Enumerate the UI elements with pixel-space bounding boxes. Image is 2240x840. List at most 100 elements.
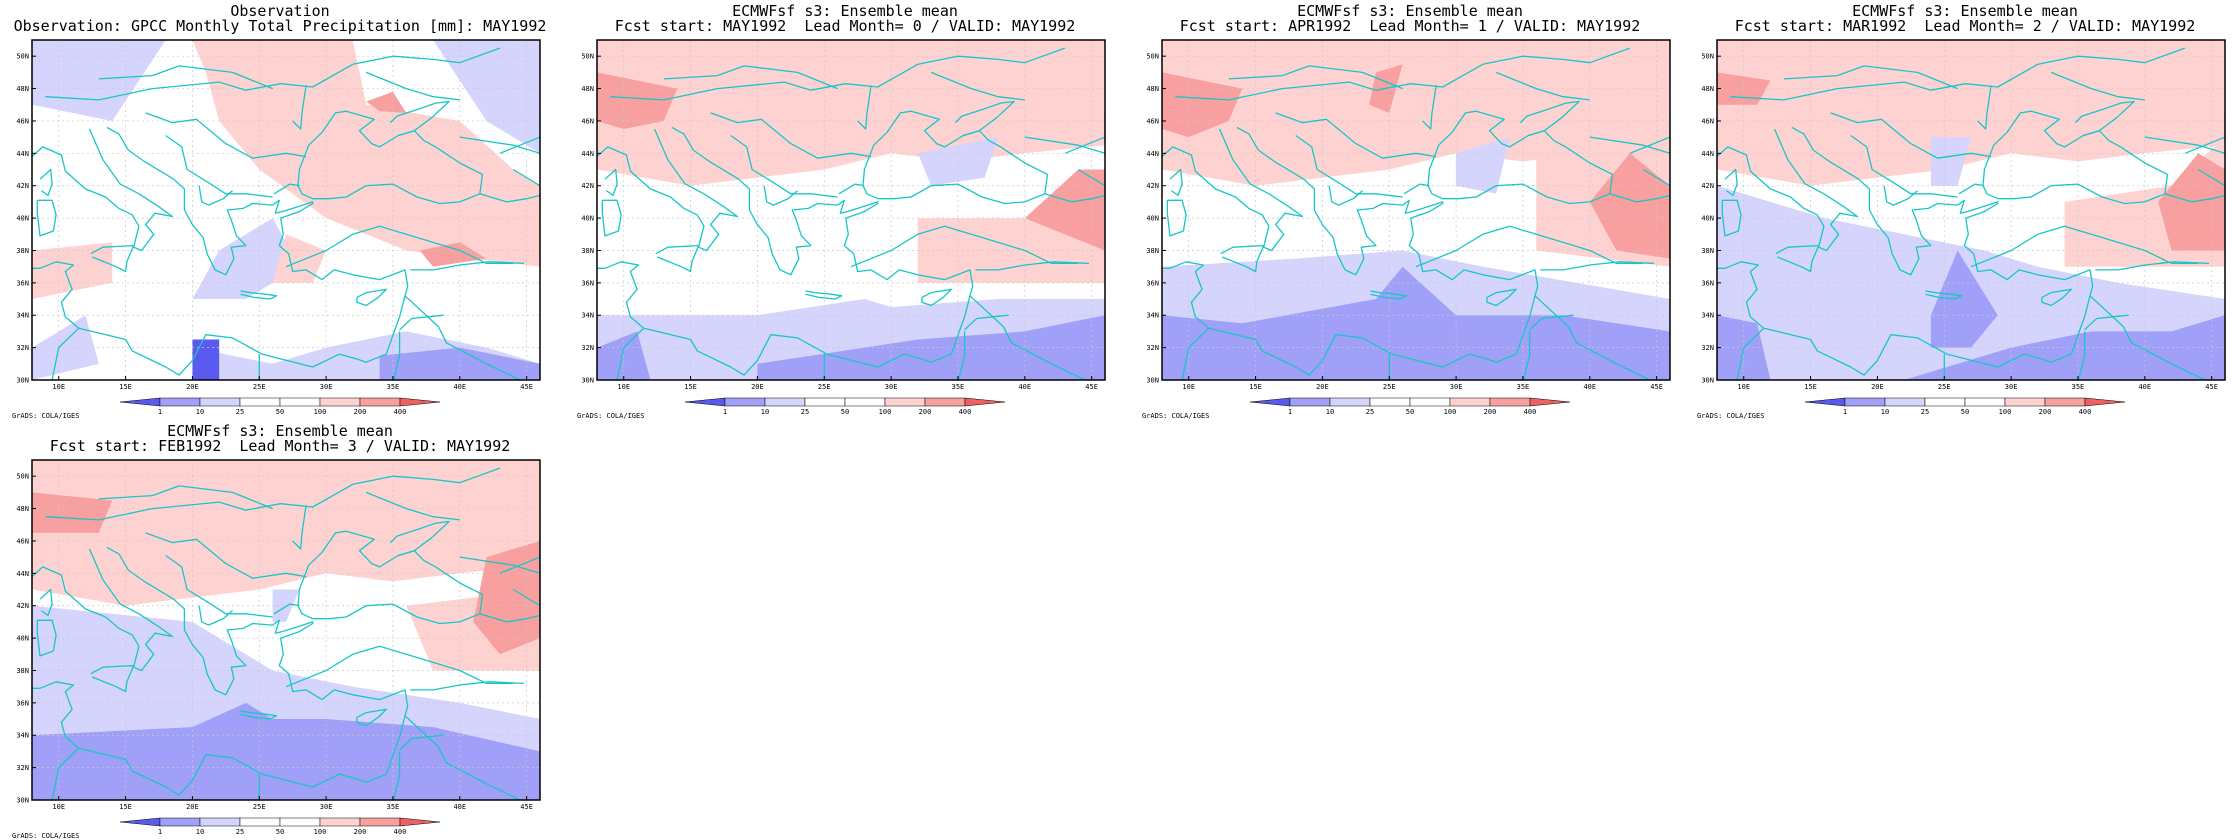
coastline — [240, 710, 278, 720]
colorbar-label: 10 — [196, 828, 204, 836]
country-border — [198, 185, 233, 206]
coastline — [1519, 100, 1580, 137]
panel-title-line2: Fcst start: APR1992 Lead Month= 1 / VALI… — [1179, 17, 1641, 35]
shaded-region — [32, 242, 113, 299]
coastline — [32, 546, 409, 796]
lat-tick-label: 36N — [581, 279, 594, 287]
coastline — [36, 619, 57, 657]
colorbar-arrow-right — [2084, 397, 2126, 407]
lat-tick-label: 34N — [1146, 312, 1159, 320]
colorbar-label: 200 — [919, 408, 932, 416]
gridlines — [1162, 40, 1670, 380]
country-border — [399, 734, 444, 751]
lat-tick-label: 46N — [16, 537, 29, 545]
coastline — [1370, 290, 1408, 300]
colorbar: 1 10 25 50 100 200 400 — [684, 397, 1006, 416]
colorbar-label: 25 — [1921, 408, 1929, 416]
panel-title-line1: ECMWFsf s3: Ensemble mean — [167, 422, 393, 440]
country-border — [2095, 261, 2210, 271]
country-border — [459, 556, 540, 574]
country-border — [1736, 327, 1765, 380]
country-border — [957, 331, 966, 380]
colorbar-label: 1 — [1843, 408, 1847, 416]
map-panel-lead0: ECMWFsf s3: Ensemble mean Fcst start: MA… — [575, 0, 1115, 420]
colorbar-segment — [1409, 397, 1451, 407]
lat-tick-label: 36N — [16, 279, 29, 287]
colorbar-segment — [1884, 397, 1926, 407]
map-panel-lead2: ECMWFsf s3: Ensemble mean Fcst start: MA… — [1695, 0, 2235, 420]
precipitation-map: 30N 32N 34N 36N 38N 40N 42N 44N 46N 48N 50N 10E 15E 2… — [581, 39, 1106, 416]
lon-tick-label: 30E — [2005, 383, 2018, 391]
colorbar-segment — [359, 397, 401, 407]
coastline — [389, 520, 450, 557]
precipitation-map: 30N 32N 34N 36N 38N 40N 42N 44N 46N 48N 50N 10E 15E 2… — [1146, 39, 1671, 416]
colorbar-label: 400 — [2079, 408, 2092, 416]
lon-tick-label: 10E — [1737, 383, 1750, 391]
coastline — [601, 199, 622, 237]
colorbar-arrow-left — [1804, 397, 1846, 407]
country-border — [616, 327, 645, 380]
country-border — [98, 65, 273, 90]
panel-title-line1: ECMWFsf s3: Ensemble mean — [1297, 2, 1523, 20]
country-border — [479, 613, 540, 623]
country-border — [165, 554, 273, 618]
country-border — [1883, 185, 1918, 206]
map-panel-observation: Observation Observation: GPCC Monthly To… — [10, 0, 550, 420]
country-border — [1077, 168, 1105, 187]
coastline — [1162, 126, 1539, 376]
lat-tick-label: 40N — [581, 215, 594, 223]
country-border — [1422, 85, 1437, 130]
country-border — [1064, 112, 1105, 154]
precipitation-map: 30N 32N 34N 36N 38N 40N 42N 44N 46N 48N 50N 10E 15E 2… — [16, 459, 541, 836]
country-border — [975, 261, 1090, 271]
lat-tick-label: 44N — [581, 150, 594, 158]
lat-tick-label: 46N — [1146, 117, 1159, 125]
lon-tick-label: 15E — [119, 803, 132, 811]
lon-tick-label: 35E — [387, 803, 400, 811]
colorbar-label: 10 — [1326, 408, 1334, 416]
shaded-region — [1717, 40, 2225, 186]
lat-tick-label: 48N — [16, 505, 29, 513]
colorbar-segment — [199, 817, 241, 827]
colorbar-segment — [1844, 397, 1886, 407]
shaded-region — [757, 315, 1105, 380]
colorbar-label: 10 — [196, 408, 204, 416]
colorbar-segment — [1489, 397, 1531, 407]
country-border — [2197, 168, 2225, 187]
colorbar-segment — [724, 397, 766, 407]
shaded-region — [272, 234, 327, 283]
colorbar-arrow-right — [1529, 397, 1571, 407]
lon-tick-label: 15E — [1804, 383, 1817, 391]
lat-tick-label: 44N — [16, 570, 29, 578]
panel-title-line2: Observation: GPCC Monthly Total Precipit… — [13, 17, 547, 35]
gridlines — [597, 40, 1105, 380]
shaded-region — [32, 460, 540, 606]
lat-tick-label: 34N — [581, 312, 594, 320]
colorbar-segment — [279, 817, 321, 827]
colorbar-label: 200 — [354, 828, 367, 836]
country-border — [145, 112, 307, 159]
colorbar-segment — [844, 397, 886, 407]
country-border — [1175, 47, 1631, 101]
shaded-region — [32, 315, 99, 380]
shaded-region — [366, 91, 407, 113]
country-border — [1522, 331, 1531, 380]
coastline — [356, 708, 387, 727]
country-border — [730, 134, 838, 198]
coastline — [1775, 244, 1820, 273]
colorbar-label: 50 — [1406, 408, 1414, 416]
colorbar: 1 10 25 50 100 200 400 — [119, 397, 441, 416]
coastline — [2074, 100, 2135, 137]
country-border — [410, 681, 525, 691]
colorbar-segment — [1924, 397, 1966, 407]
lon-tick-label: 25E — [1383, 383, 1396, 391]
country-border — [1024, 136, 1105, 154]
lon-tick-label: 30E — [320, 803, 333, 811]
colorbar-segment — [1329, 397, 1371, 407]
map-panel-lead1: ECMWFsf s3: Ensemble mean Fcst start: AP… — [1140, 0, 1680, 420]
coastline — [90, 664, 135, 693]
country-border — [1977, 85, 1992, 130]
country-border — [292, 85, 307, 130]
shaded-fields — [32, 40, 540, 380]
lat-tick-label: 36N — [1146, 279, 1159, 287]
